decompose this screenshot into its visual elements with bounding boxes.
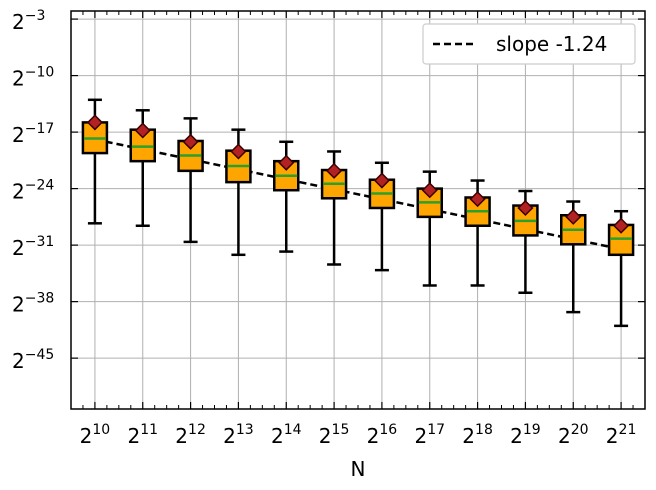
y-tick-label: 2−38 (12, 291, 54, 317)
mean-marker (469, 191, 486, 208)
grid (71, 11, 645, 409)
x-tick-labels: 210 211 212 213 214 215 216 217 218 219 220 221 (80, 422, 637, 448)
y-tick-labels: 2−3 2−10 2−17 2−24 2−31 2−38 2−45 (12, 8, 54, 373)
x-tick-label: 216 (367, 422, 398, 448)
y-tick-label: 2−3 (12, 8, 45, 34)
y-tick-label: 2−10 (12, 65, 54, 91)
mean-marker (326, 162, 343, 179)
box-17 (416, 170, 443, 287)
box-21 (607, 209, 635, 328)
mean-marker (230, 143, 247, 160)
boxes-group (81, 98, 635, 328)
x-tick-label: 210 (80, 422, 111, 448)
box-16 (368, 161, 396, 272)
box-12 (177, 117, 204, 244)
mean-marker (517, 199, 534, 217)
box-18 (464, 179, 491, 287)
plot-frame (70, 10, 646, 410)
y-tick-label: 2−31 (12, 234, 54, 260)
box-13 (225, 128, 252, 257)
box-19 (512, 189, 539, 294)
mean-marker (134, 122, 151, 139)
legend: slope -1.24 (422, 23, 636, 65)
box-11 (129, 109, 156, 227)
x-tick-label: 213 (223, 422, 254, 448)
x-tick-label: 211 (127, 422, 158, 448)
box-20 (560, 200, 587, 314)
y-tick-label: 2−24 (12, 178, 54, 204)
x-tick-label: 220 (558, 422, 589, 448)
mean-marker (565, 208, 582, 225)
y-tick-label: 2−17 (12, 121, 54, 147)
x-tick-label: 219 (510, 422, 541, 448)
x-tick-label: 214 (271, 422, 302, 448)
mean-marker (182, 133, 199, 150)
x-axis-label: N (351, 457, 366, 481)
x-tick-label: 215 (319, 422, 350, 448)
mean-marker (421, 182, 438, 199)
legend-box (422, 23, 636, 65)
mean-marker (373, 172, 390, 189)
box-10 (81, 98, 109, 225)
ticks (70, 11, 646, 409)
fit-line-group (94, 138, 622, 251)
fit-line (94, 138, 622, 251)
box-15 (320, 150, 348, 266)
mean-marker (613, 217, 630, 234)
x-tick-label: 221 (606, 422, 637, 448)
box-14 (273, 140, 300, 253)
mean-marker (278, 154, 295, 171)
mean-marker (86, 114, 103, 131)
legend-label: slope -1.24 (496, 32, 607, 56)
x-tick-label: 217 (414, 422, 445, 448)
x-tick-label: 218 (462, 422, 493, 448)
x-tick-label: 212 (175, 422, 206, 448)
y-tick-label: 2−45 (12, 347, 54, 373)
